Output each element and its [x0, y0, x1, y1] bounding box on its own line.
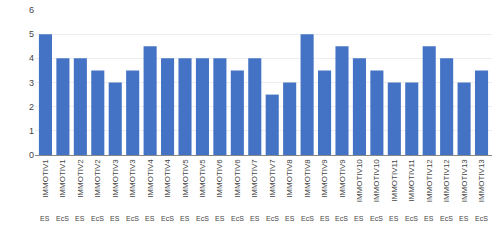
svg-text:EcS: EcS [475, 215, 488, 222]
svg-text:0: 0 [29, 150, 34, 160]
svg-text:ES: ES [180, 215, 190, 222]
svg-text:EcS: EcS [231, 215, 244, 222]
svg-text:ES: ES [215, 215, 225, 222]
svg-text:EcS: EcS [126, 215, 139, 222]
svg-text:EcS: EcS [301, 215, 314, 222]
svg-text:IMMOTIV10: IMMOTIV10 [355, 159, 364, 203]
svg-text:IMMOTIV1: IMMOTIV1 [59, 159, 68, 198]
svg-text:IMMOTIV1: IMMOTIV1 [41, 159, 50, 198]
svg-text:ES: ES [424, 215, 434, 222]
svg-text:IMMOTIV6: IMMOTIV6 [215, 159, 224, 198]
svg-text:ES: ES [75, 215, 85, 222]
svg-text:EcS: EcS [370, 215, 383, 222]
svg-text:EcS: EcS [196, 215, 209, 222]
svg-text:EcS: EcS [335, 215, 348, 222]
svg-text:2: 2 [29, 102, 34, 112]
svg-text:IMMOTIV9: IMMOTIV9 [338, 159, 347, 198]
svg-text:IMMOTIV3: IMMOTIV3 [111, 159, 120, 198]
svg-text:ES: ES [354, 215, 364, 222]
svg-text:EcS: EcS [405, 215, 418, 222]
svg-text:ES: ES [145, 215, 155, 222]
svg-text:1: 1 [29, 126, 34, 136]
svg-text:EcS: EcS [91, 215, 104, 222]
svg-text:5: 5 [29, 29, 34, 39]
svg-text:IMMOTIV11: IMMOTIV11 [407, 159, 416, 202]
svg-text:ES: ES [250, 215, 260, 222]
svg-text:IMMOTIV8: IMMOTIV8 [303, 159, 312, 198]
svg-text:ES: ES [389, 215, 399, 222]
svg-text:IMMOTIV5: IMMOTIV5 [198, 159, 207, 198]
svg-text:ES: ES [40, 215, 50, 222]
svg-text:IMMOTIV9: IMMOTIV9 [320, 159, 329, 198]
svg-text:IMMOTIV2: IMMOTIV2 [76, 159, 85, 198]
svg-text:EcS: EcS [56, 215, 69, 222]
svg-text:IMMOTIV13: IMMOTIV13 [477, 159, 486, 203]
svg-text:IMMOTIV10: IMMOTIV10 [372, 159, 381, 203]
svg-text:6: 6 [29, 5, 34, 15]
svg-text:IMMOTIV4: IMMOTIV4 [146, 159, 155, 198]
svg-text:IMMOTIV8: IMMOTIV8 [285, 159, 294, 198]
svg-text:EcS: EcS [161, 215, 174, 222]
svg-text:IMMOTIV12: IMMOTIV12 [442, 159, 451, 203]
svg-text:3: 3 [29, 78, 34, 88]
svg-text:4: 4 [29, 53, 34, 63]
svg-text:IMMOTIV7: IMMOTIV7 [250, 159, 259, 198]
svg-text:ES: ES [285, 215, 295, 222]
svg-text:IMMOTIV13: IMMOTIV13 [460, 159, 469, 203]
svg-text:IMMOTIV6: IMMOTIV6 [233, 159, 242, 198]
svg-text:IMMOTIV7: IMMOTIV7 [268, 159, 277, 198]
svg-text:IMMOTIV4: IMMOTIV4 [163, 159, 172, 198]
svg-text:EcS: EcS [440, 215, 453, 222]
svg-text:IMMOTIV5: IMMOTIV5 [181, 159, 190, 198]
svg-text:EcS: EcS [266, 215, 279, 222]
svg-text:IMMOTIV2: IMMOTIV2 [93, 159, 102, 198]
svg-text:IMMOTIV12: IMMOTIV12 [425, 159, 434, 203]
svg-text:ES: ES [320, 215, 330, 222]
svg-text:ES: ES [459, 215, 469, 222]
svg-text:ES: ES [110, 215, 120, 222]
svg-text:IMMOTIV11: IMMOTIV11 [390, 159, 399, 202]
svg-text:IMMOTIV3: IMMOTIV3 [128, 159, 137, 198]
